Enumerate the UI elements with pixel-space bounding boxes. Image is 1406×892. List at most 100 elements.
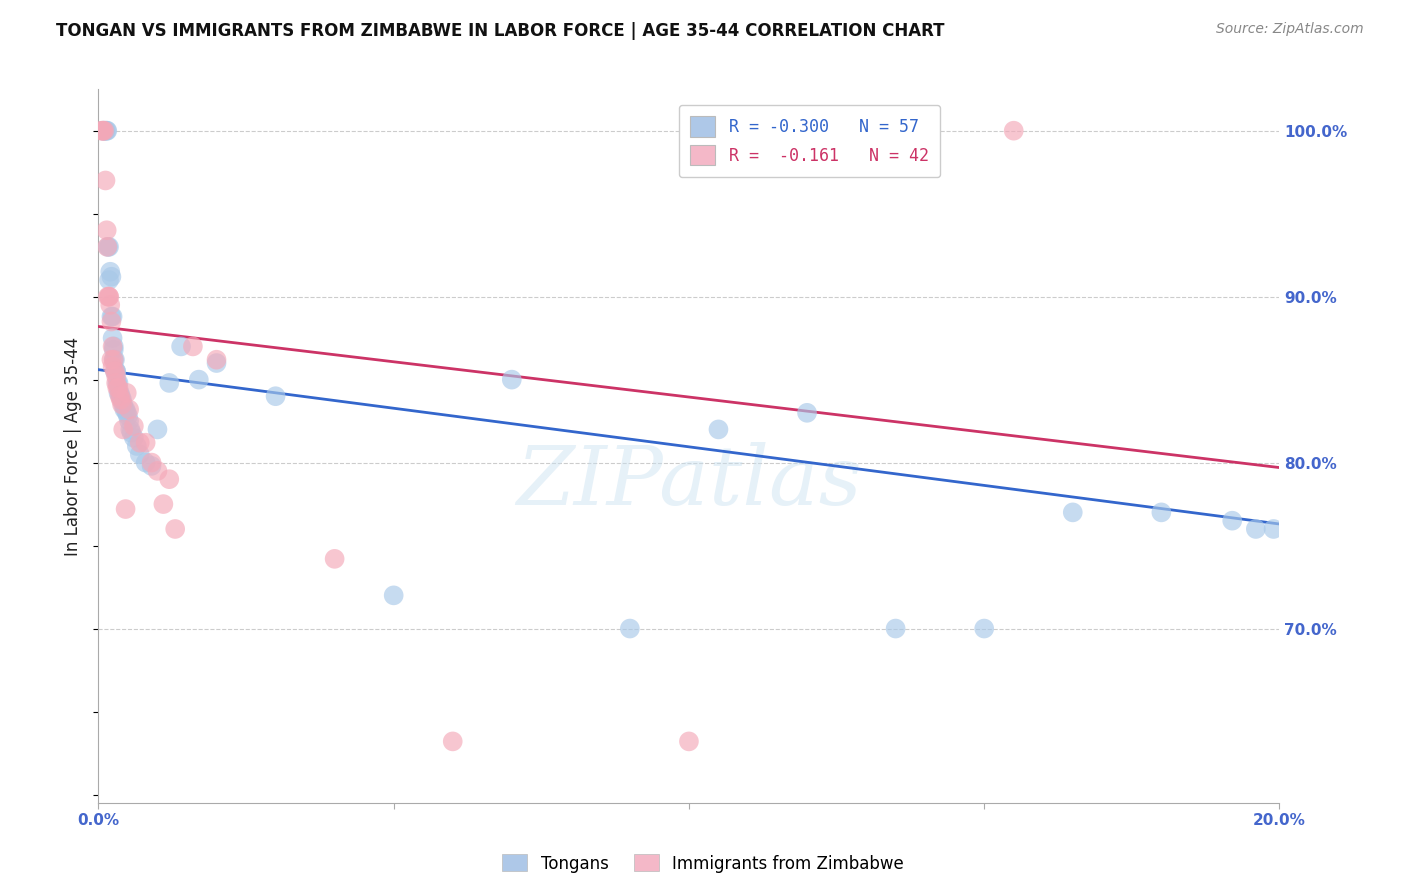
Text: TONGAN VS IMMIGRANTS FROM ZIMBABWE IN LABOR FORCE | AGE 35-44 CORRELATION CHART: TONGAN VS IMMIGRANTS FROM ZIMBABWE IN LA… xyxy=(56,22,945,40)
Point xyxy=(115,406,138,420)
Legend: R = -0.300   N = 57, R =  -0.161   N = 42: R = -0.300 N = 57, R = -0.161 N = 42 xyxy=(679,104,941,177)
Point xyxy=(678,734,700,748)
Point xyxy=(121,425,143,440)
Point xyxy=(112,422,135,436)
Point xyxy=(152,497,174,511)
Point xyxy=(100,310,122,324)
Point xyxy=(973,622,995,636)
Point xyxy=(110,392,132,407)
Point xyxy=(125,439,148,453)
Point xyxy=(103,339,125,353)
Point xyxy=(1150,505,1173,519)
Point xyxy=(114,402,136,417)
Point xyxy=(112,397,135,411)
Point xyxy=(98,273,121,287)
Point xyxy=(114,502,136,516)
Point xyxy=(264,389,287,403)
Point xyxy=(135,456,157,470)
Point xyxy=(105,364,128,378)
Point xyxy=(91,124,114,138)
Point xyxy=(165,522,187,536)
Point xyxy=(100,314,122,328)
Point xyxy=(98,265,121,279)
Point xyxy=(382,588,405,602)
Point xyxy=(157,472,180,486)
Point xyxy=(90,124,112,138)
Point xyxy=(100,269,122,284)
Point xyxy=(108,385,131,400)
Point xyxy=(120,422,142,436)
Point xyxy=(96,124,118,138)
Point xyxy=(101,310,124,324)
Text: ZIPatlas: ZIPatlas xyxy=(516,442,862,522)
Point xyxy=(187,373,209,387)
Point xyxy=(115,385,138,400)
Point xyxy=(103,343,125,357)
Point xyxy=(181,339,204,353)
Point xyxy=(118,414,141,428)
Point xyxy=(103,352,125,367)
Point xyxy=(110,389,132,403)
Point xyxy=(122,419,145,434)
Point xyxy=(170,339,193,353)
Point xyxy=(141,458,163,473)
Point xyxy=(105,369,128,384)
Point xyxy=(97,290,120,304)
Point xyxy=(98,290,121,304)
Y-axis label: In Labor Force | Age 35-44: In Labor Force | Age 35-44 xyxy=(65,336,83,556)
Point xyxy=(107,381,129,395)
Point xyxy=(128,447,150,461)
Point xyxy=(101,359,124,374)
Point xyxy=(1062,505,1084,519)
Point xyxy=(100,352,122,367)
Point xyxy=(108,389,131,403)
Point xyxy=(441,734,464,748)
Point xyxy=(122,431,145,445)
Point xyxy=(884,622,907,636)
Point xyxy=(205,352,228,367)
Point xyxy=(1002,124,1025,138)
Point xyxy=(323,552,346,566)
Point xyxy=(98,240,121,254)
Point xyxy=(105,381,128,395)
Point xyxy=(93,124,115,138)
Point xyxy=(98,290,121,304)
Point xyxy=(1263,522,1285,536)
Point xyxy=(104,364,127,378)
Point xyxy=(96,240,118,254)
Point xyxy=(141,456,163,470)
Point xyxy=(91,124,114,138)
Point xyxy=(146,422,169,436)
Point xyxy=(111,392,134,407)
Point xyxy=(97,240,120,254)
Point xyxy=(501,373,523,387)
Point xyxy=(707,422,730,436)
Point xyxy=(103,352,125,367)
Point xyxy=(101,331,124,345)
Point xyxy=(93,124,115,138)
Point xyxy=(104,352,127,367)
Point xyxy=(111,397,134,411)
Point xyxy=(101,339,124,353)
Point xyxy=(94,124,117,138)
Point xyxy=(157,376,180,390)
Point xyxy=(96,223,118,237)
Point xyxy=(146,464,169,478)
Point xyxy=(112,402,135,417)
Point xyxy=(135,435,157,450)
Point xyxy=(91,124,114,138)
Legend: Tongans, Immigrants from Zimbabwe: Tongans, Immigrants from Zimbabwe xyxy=(496,847,910,880)
Point xyxy=(105,364,128,378)
Point xyxy=(107,385,129,400)
Point xyxy=(104,364,127,378)
Point xyxy=(1244,522,1267,536)
Point xyxy=(619,622,641,636)
Point xyxy=(118,402,141,417)
Point xyxy=(1220,514,1243,528)
Text: Source: ZipAtlas.com: Source: ZipAtlas.com xyxy=(1216,22,1364,37)
Point xyxy=(128,435,150,450)
Point xyxy=(105,376,128,390)
Point xyxy=(98,298,121,312)
Point xyxy=(96,124,118,138)
Point xyxy=(107,376,129,390)
